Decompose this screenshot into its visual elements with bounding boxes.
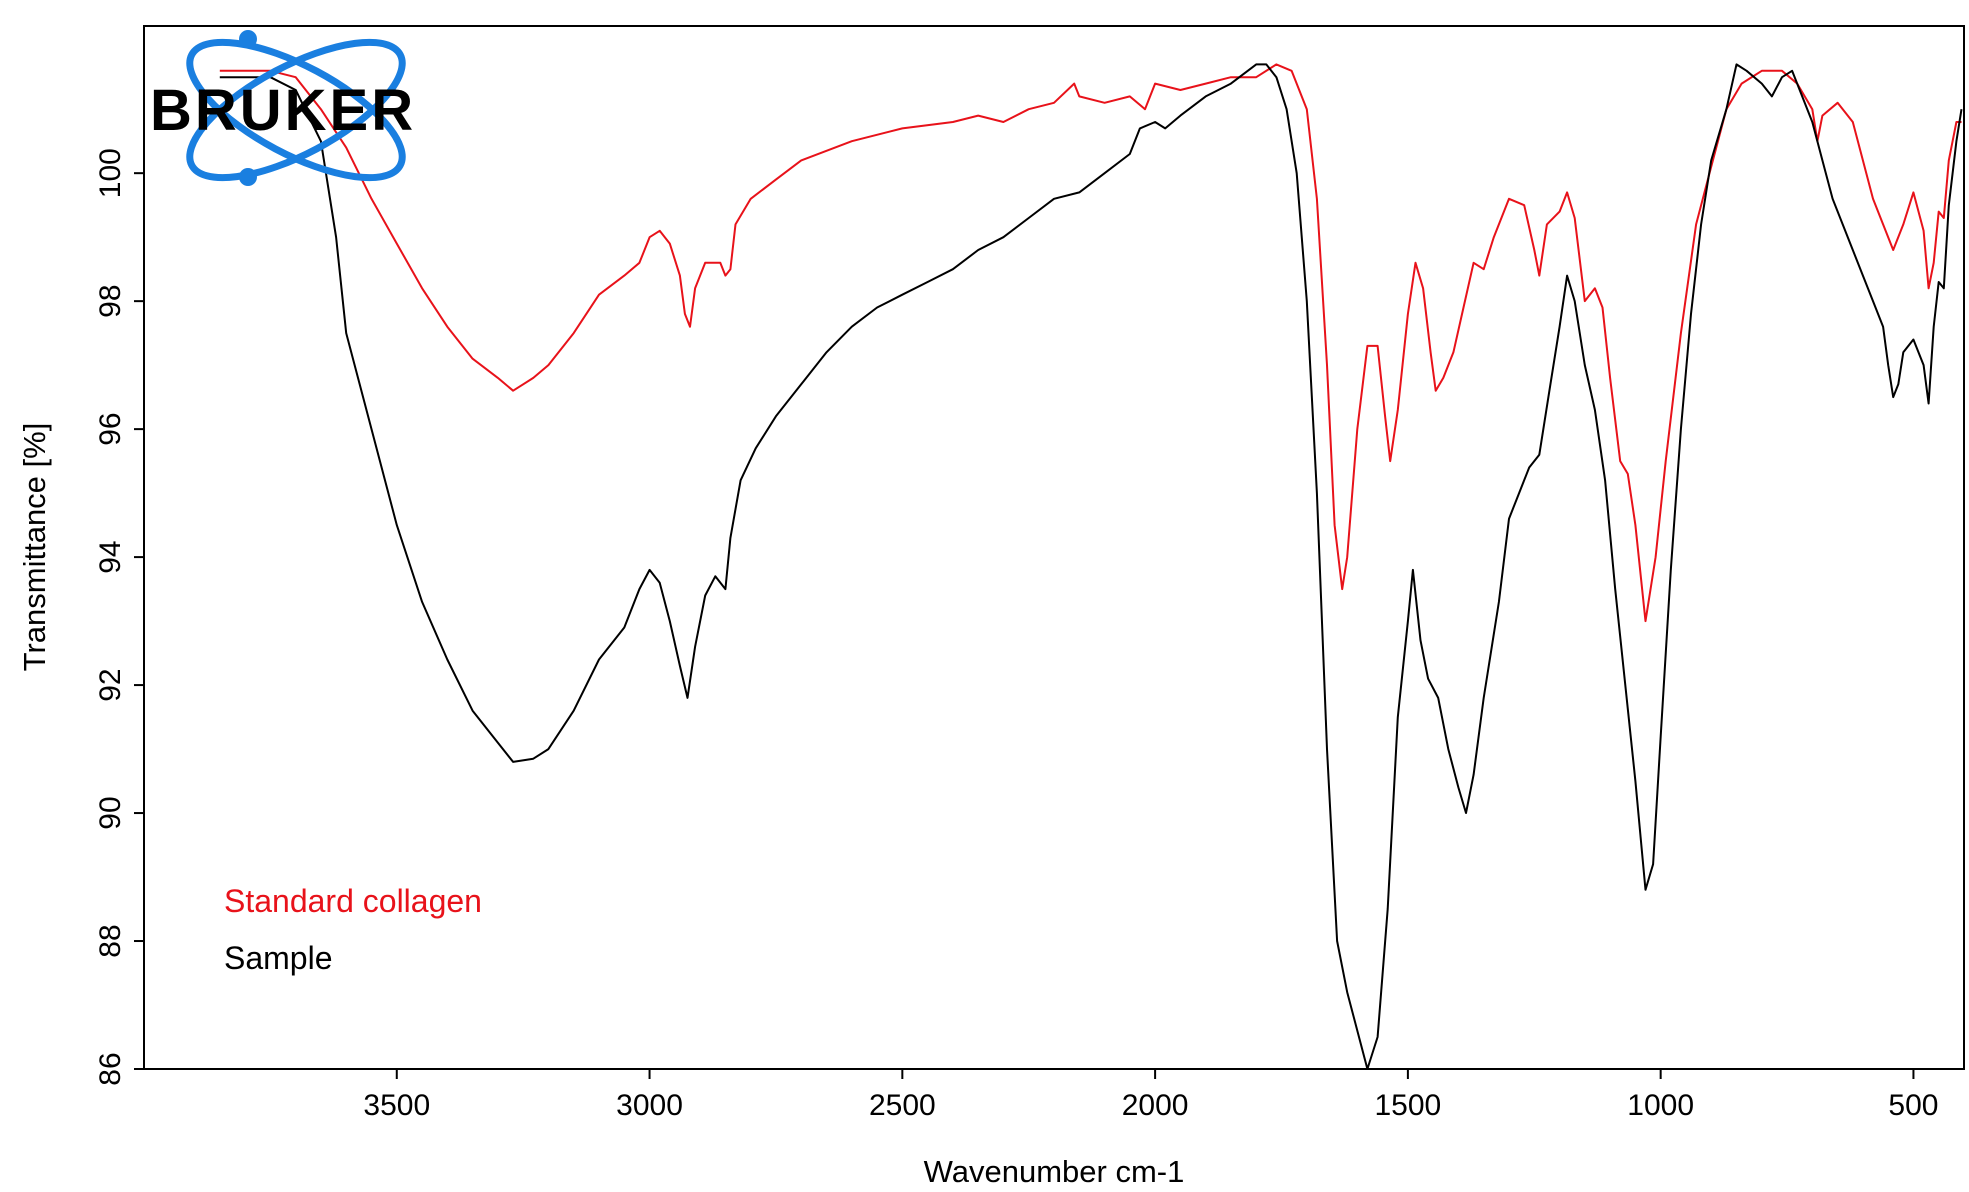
bruker-logo: BRUKER — [150, 30, 416, 186]
y-axis-title: Transmittance [%] — [17, 423, 52, 672]
y-tick-label: 88 — [94, 924, 127, 957]
series-line-standard-collagen — [219, 63, 1962, 623]
logo-text: BRUKER — [150, 78, 416, 143]
logo-electron-bottom — [239, 168, 257, 186]
x-tick-label: 1000 — [1627, 1089, 1694, 1122]
x-tick-label: 2500 — [869, 1089, 936, 1122]
x-tick-label: 1500 — [1375, 1089, 1442, 1122]
y-tick-label: 96 — [94, 412, 127, 445]
plot-marks — [219, 63, 1963, 1070]
logo-orbit-2 — [186, 38, 406, 182]
legend-sample: Sample — [224, 940, 333, 976]
logo-orbit-1 — [186, 38, 406, 182]
y-tick-label: 100 — [94, 148, 127, 198]
x-axis-title: Wavenumber cm-1 — [924, 1154, 1185, 1189]
y-axis: 86 88 90 92 94 96 98 100 — [94, 148, 144, 1086]
y-tick-label: 92 — [94, 668, 127, 701]
logo-electron-top — [239, 30, 257, 48]
x-tick-label: 3000 — [616, 1089, 683, 1122]
plot-frame — [143, 25, 1965, 1070]
y-tick-label: 98 — [94, 284, 127, 317]
series-line-sample — [219, 63, 1963, 1070]
x-axis: 3500 3000 2500 2000 1500 1000 500 — [363, 1069, 1938, 1122]
x-tick-label: 3500 — [363, 1089, 430, 1122]
legend-standard-collagen: Standard collagen — [224, 883, 482, 919]
y-tick-label: 94 — [94, 540, 127, 573]
y-tick-label: 86 — [94, 1052, 127, 1085]
x-tick-label: 2000 — [1122, 1089, 1189, 1122]
y-tick-label: 90 — [94, 796, 127, 829]
x-tick-label: 500 — [1888, 1089, 1938, 1122]
